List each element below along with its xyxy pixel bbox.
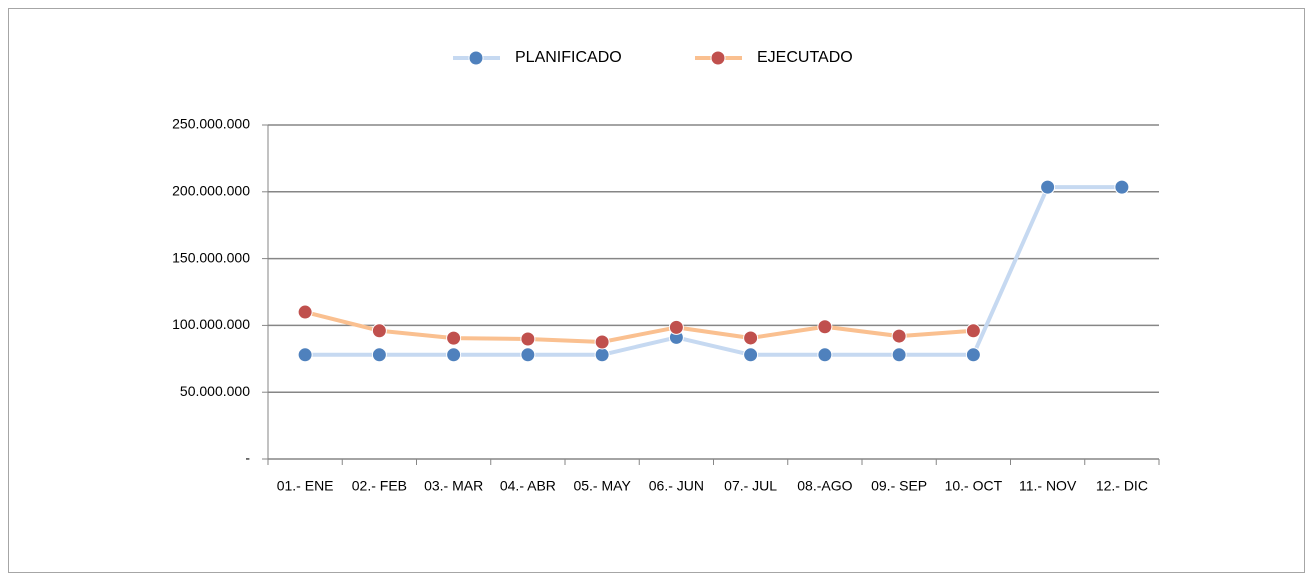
- x-tick-label: 05.- MAY: [573, 478, 631, 494]
- x-tick-label: 11.- NOV: [1019, 478, 1077, 494]
- x-tick-label: 01.- ENE: [277, 478, 334, 494]
- y-tick-label: 100.000.000: [172, 316, 250, 332]
- series-line: [304, 310, 974, 344]
- data-point: [965, 347, 981, 363]
- data-point: [743, 330, 759, 346]
- data-point: [297, 304, 313, 320]
- series-line: [305, 185, 1122, 357]
- data-point: [594, 334, 610, 350]
- data-point: [446, 330, 462, 346]
- data-point: [1114, 179, 1130, 195]
- y-tick-label: 50.000.000: [180, 383, 250, 399]
- data-point: [891, 347, 907, 363]
- x-tick-label: 06.- JUN: [649, 478, 704, 494]
- y-tick-label: 200.000.000: [172, 183, 250, 199]
- x-tick-label: 09.- SEP: [871, 478, 927, 494]
- data-point: [891, 328, 907, 344]
- x-tick-label: 08.-AGO: [797, 478, 852, 494]
- legend-label: EJECUTADO: [757, 49, 853, 66]
- data-point: [520, 331, 536, 347]
- legend-marker: [468, 50, 484, 66]
- x-tick-label: 02.- FEB: [352, 478, 407, 494]
- data-point: [817, 319, 833, 335]
- y-tick-label: 250.000.000: [172, 116, 250, 132]
- y-tick-label: 150.000.000: [172, 249, 250, 265]
- data-point: [297, 347, 313, 363]
- data-point: [965, 323, 981, 339]
- y-tick-label: -: [245, 450, 250, 466]
- data-point: [817, 347, 833, 363]
- data-point: [743, 347, 759, 363]
- legend-marker: [710, 50, 726, 66]
- data-point: [446, 347, 462, 363]
- data-point: [594, 347, 610, 363]
- x-tick-label: 10.- OCT: [945, 478, 1003, 494]
- data-point: [371, 347, 387, 363]
- data-point: [520, 347, 536, 363]
- chart-frame: [8, 8, 1305, 573]
- data-point: [1040, 179, 1056, 195]
- data-point: [371, 323, 387, 339]
- data-point: [668, 319, 684, 335]
- x-tick-label: 03.- MAR: [424, 478, 483, 494]
- x-tick-label: 04.- ABR: [500, 478, 556, 494]
- x-tick-label: 12.- DIC: [1096, 478, 1148, 494]
- legend-label: PLANIFICADO: [515, 49, 622, 66]
- x-tick-label: 07.- JUL: [724, 478, 777, 494]
